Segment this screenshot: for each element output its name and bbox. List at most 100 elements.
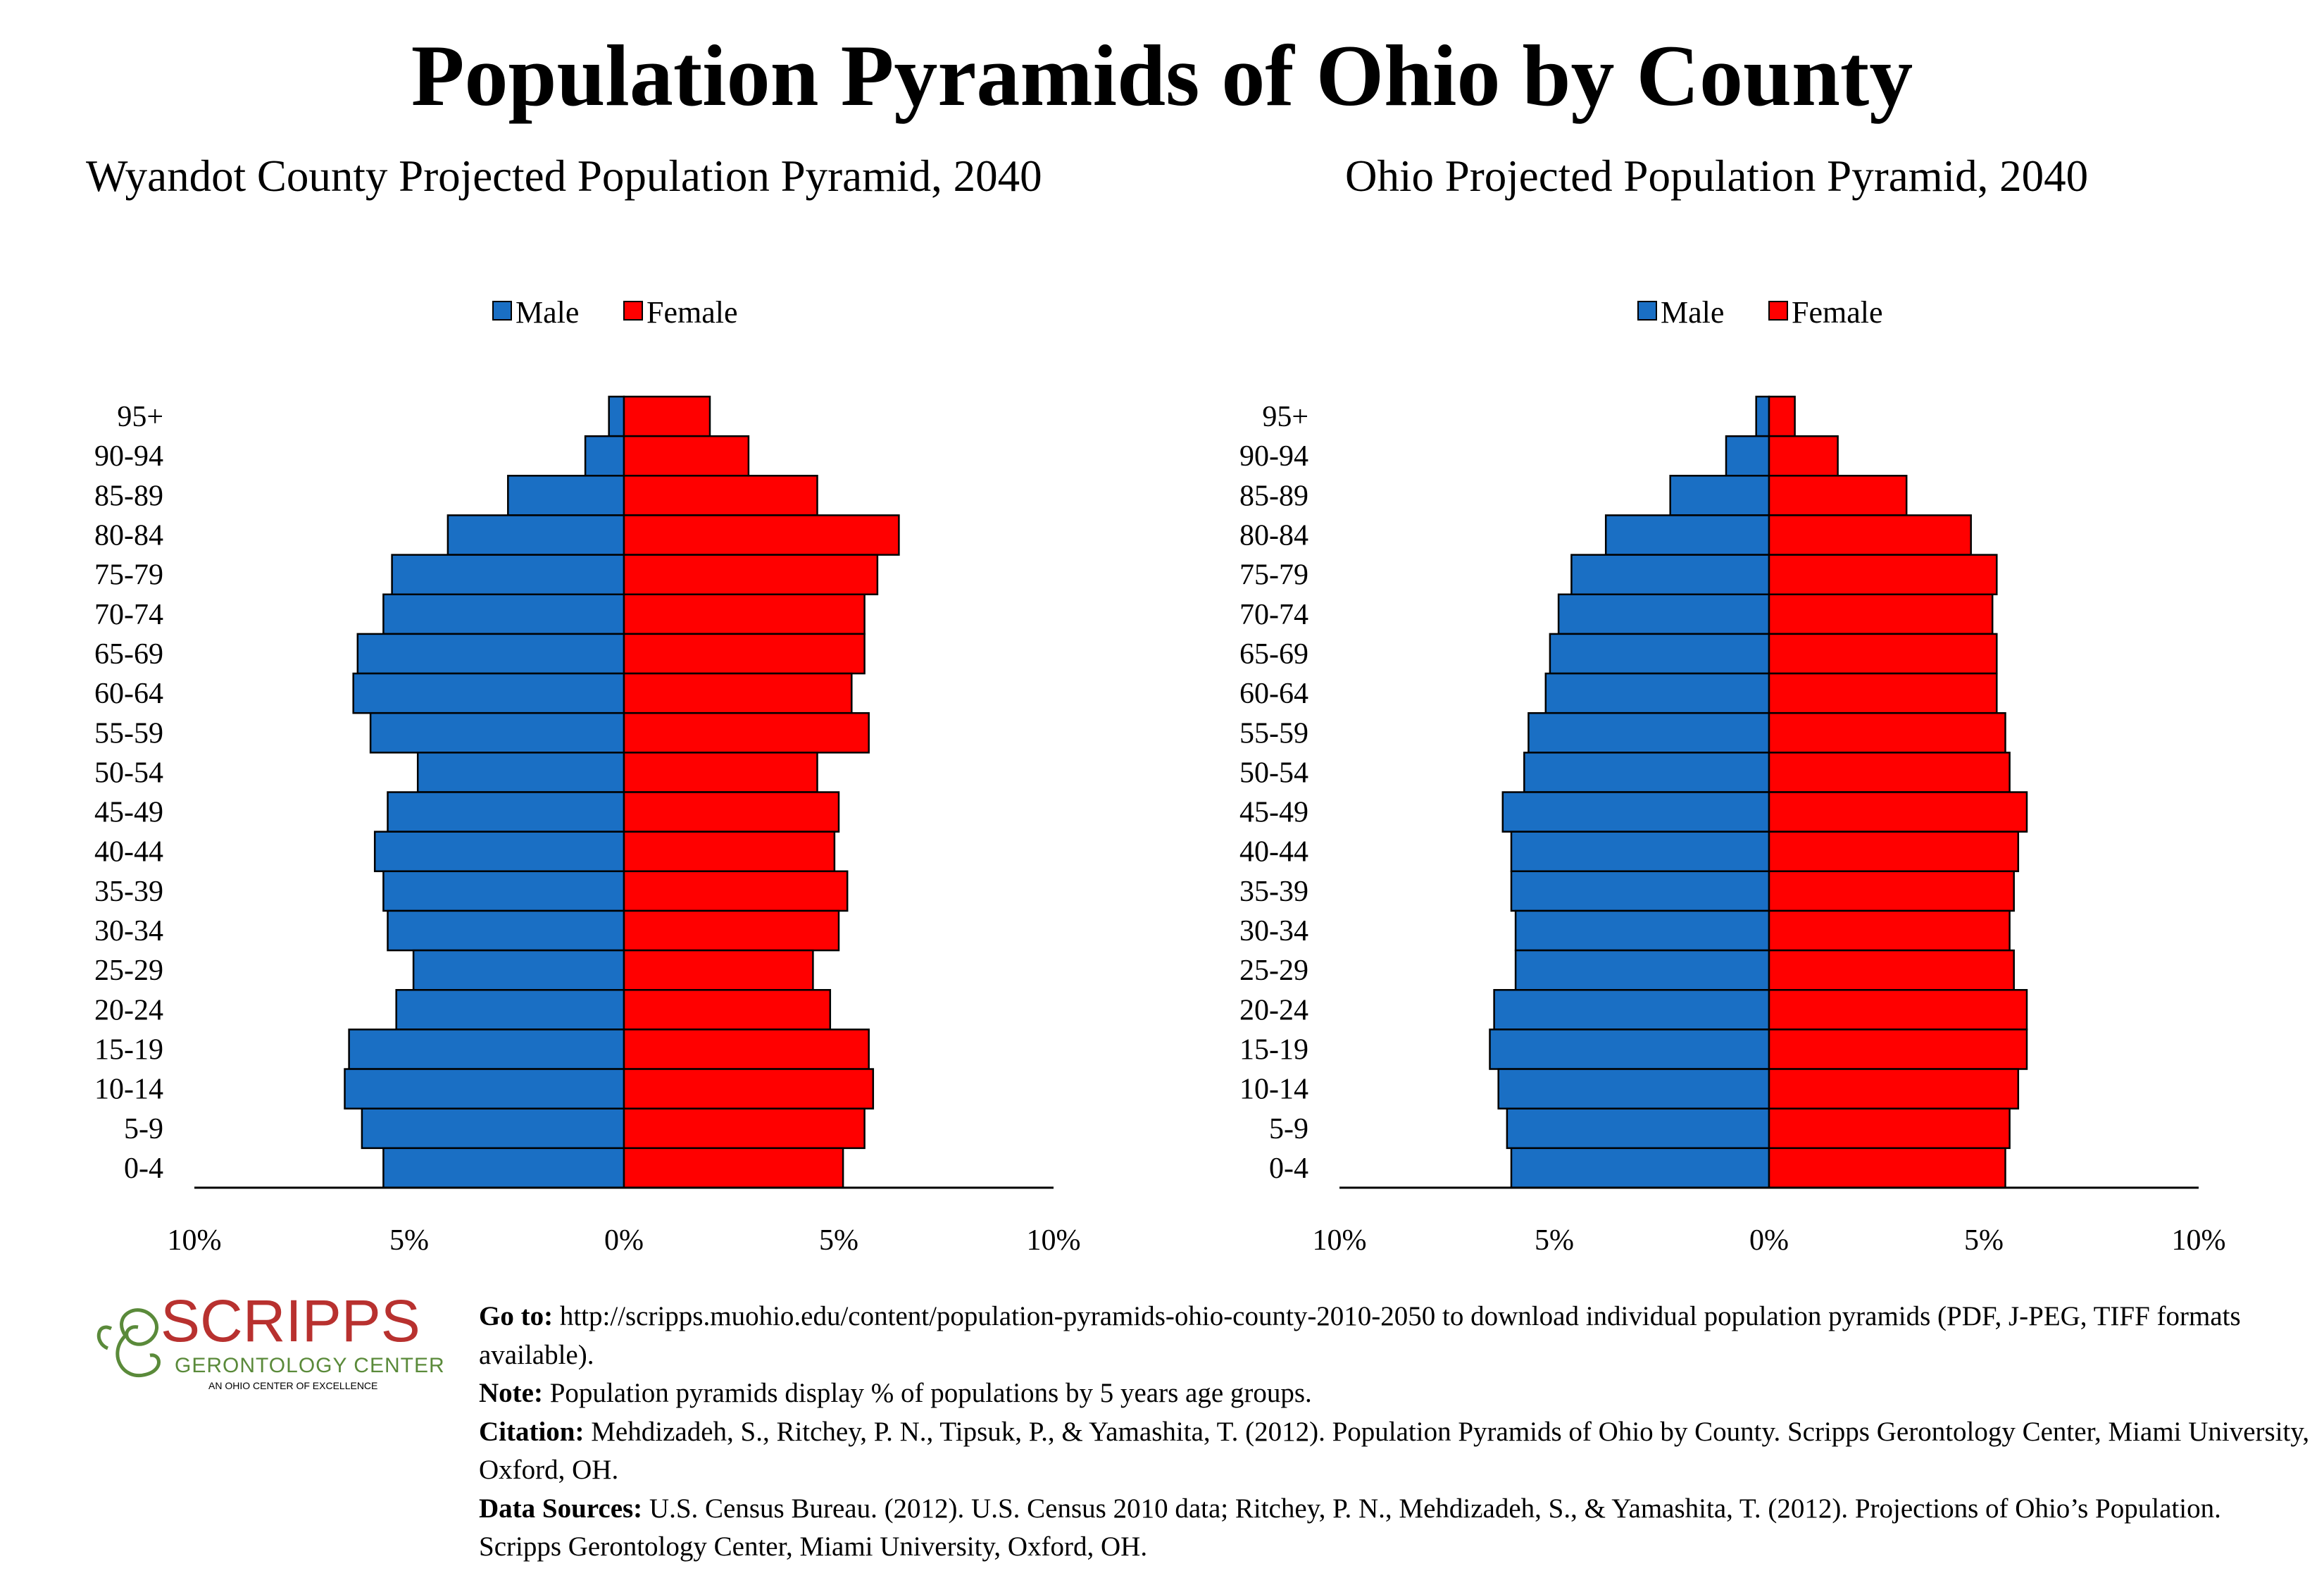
bar-male-30-34: [1514, 909, 1770, 952]
legend-label-male: Male: [1661, 295, 1724, 330]
bar-female-60-64: [623, 672, 853, 714]
pyramid-ohio: 95+ 90-94 85-89 80-84 75-79 70-74 65-69 60-64 55…: [1239, 295, 2226, 1257]
x-tick-label: 0%: [1749, 1224, 1789, 1257]
bar-male-75-79: [1570, 554, 1770, 595]
bar-male-5-9: [1506, 1107, 1770, 1150]
bar-male-20-24: [395, 989, 625, 1031]
bar-male-85-89: [1669, 475, 1770, 516]
bar-male-50-54: [1523, 752, 1770, 793]
bar-female-20-24: [623, 989, 832, 1031]
bar-female-90-94: [1768, 435, 1839, 477]
footer-sources: Data Sources: U.S. Census Bureau. (2012)…: [479, 1490, 2310, 1567]
bar-female-60-64: [1768, 672, 1998, 714]
bar-female-30-34: [623, 909, 840, 952]
bar-female-45-49: [623, 791, 840, 833]
bar-male-15-19: [1489, 1028, 1770, 1070]
age-label-35-39: 35-39: [1239, 876, 1308, 908]
bar-male-60-64: [1544, 672, 1770, 714]
bar-female-95+: [1768, 395, 1796, 437]
age-label-80-84: 80-84: [1239, 520, 1308, 552]
bar-male-0-4: [1510, 1147, 1770, 1189]
age-label-10-14: 10-14: [1239, 1074, 1308, 1106]
bar-female-5-9: [623, 1107, 866, 1150]
age-label-5-9: 5-9: [1269, 1113, 1308, 1145]
legend-label-male: Male: [516, 295, 579, 330]
x-tick-label: 5%: [1535, 1224, 1574, 1257]
bar-male-25-29: [412, 949, 625, 991]
bar-female-0-4: [1768, 1147, 2006, 1189]
footer-citation: Citation: Mehdizadeh, S., Ritchey, P. N.…: [479, 1413, 2310, 1490]
footer-citation-label: Citation:: [479, 1416, 585, 1447]
chart-title-ohio: Ohio Projected Population Pyramid, 2040: [1345, 151, 2089, 201]
bar-female-65-69: [623, 633, 866, 675]
bar-male-0-4: [382, 1147, 625, 1189]
bar-male-10-14: [1497, 1068, 1770, 1110]
bar-male-65-69: [356, 633, 625, 675]
bar-male-35-39: [382, 870, 625, 912]
footer-sources-label: Data Sources:: [479, 1493, 643, 1524]
legend-label-female: Female: [1792, 295, 1883, 330]
logo-subtitle: GERONTOLOGY CENTER: [175, 1354, 445, 1377]
bar-female-70-74: [1768, 593, 1994, 635]
age-label-40-44: 40-44: [1239, 836, 1308, 869]
age-label-35-39: 35-39: [94, 876, 163, 908]
bar-female-65-69: [1768, 633, 1998, 675]
bar-female-25-29: [1768, 949, 2015, 991]
bar-female-75-79: [1768, 554, 1998, 595]
bar-female-95+: [623, 395, 711, 437]
bar-male-95+: [1755, 395, 1770, 437]
bar-female-70-74: [623, 593, 866, 635]
age-label-55-59: 55-59: [94, 717, 163, 750]
bar-male-80-84: [1604, 514, 1770, 556]
bar-male-5-9: [361, 1107, 625, 1150]
age-label-80-84: 80-84: [94, 520, 163, 552]
legend-swatch-female: [1768, 301, 1788, 321]
age-label-50-54: 50-54: [94, 757, 163, 789]
age-label-75-79: 75-79: [94, 559, 163, 592]
bar-male-10-14: [344, 1068, 625, 1110]
age-label-55-59: 55-59: [1239, 717, 1308, 750]
bar-female-50-54: [623, 752, 818, 793]
footer-goto-text: http://scripps.muohio.edu/content/popula…: [479, 1301, 2241, 1370]
age-label-90-94: 90-94: [1239, 440, 1308, 473]
footer-citation-text: Mehdizadeh, S., Ritchey, P. N., Tipsuk, …: [479, 1416, 2310, 1486]
footer-note: Note: Population pyramids display % of p…: [479, 1374, 2310, 1413]
bar-female-55-59: [1768, 711, 2006, 754]
x-tick-label: 10%: [2172, 1224, 2226, 1257]
age-label-45-49: 45-49: [1239, 797, 1308, 829]
age-label-60-64: 60-64: [1239, 678, 1308, 710]
age-label-70-74: 70-74: [1239, 599, 1308, 631]
spiral-icon: [96, 1308, 161, 1378]
bar-male-75-79: [391, 554, 625, 595]
age-label-85-89: 85-89: [1239, 480, 1308, 512]
x-tick-label: 10%: [168, 1224, 222, 1257]
bar-female-50-54: [1768, 752, 2011, 793]
legend: Male Female: [1637, 295, 1883, 330]
bar-male-25-29: [1514, 949, 1770, 991]
x-tick-label: 0%: [604, 1224, 644, 1257]
age-label-75-79: 75-79: [1239, 559, 1308, 592]
age-label-85-89: 85-89: [94, 480, 163, 512]
bar-male-70-74: [1557, 593, 1770, 635]
bar-male-90-94: [1725, 435, 1770, 477]
x-tick-label: 5%: [1964, 1224, 2004, 1257]
bar-male-80-84: [446, 514, 625, 556]
age-label-65-69: 65-69: [94, 638, 163, 671]
bar-male-30-34: [387, 909, 625, 952]
legend-swatch-male: [492, 301, 512, 321]
bar-male-55-59: [1528, 711, 1770, 754]
age-label-0-4: 0-4: [1269, 1152, 1308, 1185]
bar-female-40-44: [1768, 831, 2020, 873]
bar-female-55-59: [623, 711, 870, 754]
age-label-10-14: 10-14: [94, 1074, 163, 1106]
bar-male-35-39: [1510, 870, 1770, 912]
bar-female-10-14: [623, 1068, 875, 1110]
age-label-90-94: 90-94: [94, 440, 163, 473]
bar-female-5-9: [1768, 1107, 2011, 1150]
bar-female-90-94: [623, 435, 750, 477]
bar-female-35-39: [1768, 870, 2015, 912]
age-label-40-44: 40-44: [94, 836, 163, 869]
bar-female-20-24: [1768, 989, 2028, 1031]
bar-male-40-44: [1510, 831, 1770, 873]
bar-male-95+: [608, 395, 625, 437]
